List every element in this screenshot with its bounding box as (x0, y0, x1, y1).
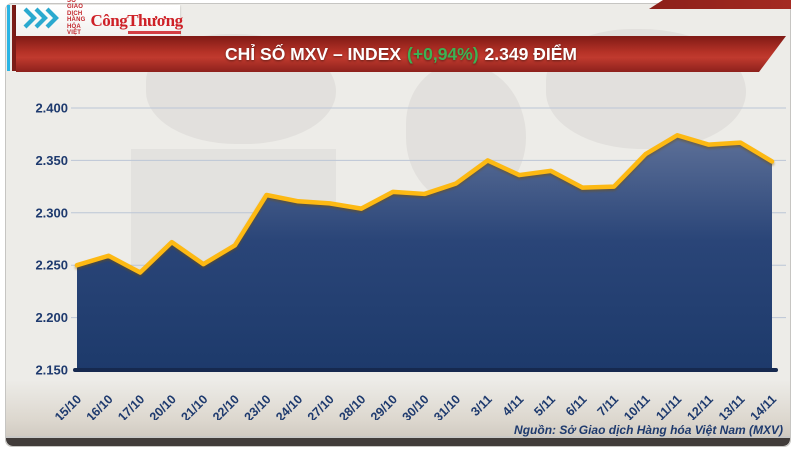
index-area-chart: 2.400 2.350 2.300 2.250 2.200 2.150 15/10 16/10… (35, 101, 786, 420)
x-tick-label: 17/10 (115, 392, 147, 420)
x-tick-label: 28/10 (336, 392, 368, 420)
x-tick-label: 29/10 (368, 392, 400, 420)
x-tick-label: 23/10 (242, 392, 274, 420)
x-tick-label: 10/11 (621, 392, 653, 420)
x-tick-label: 22/10 (210, 392, 242, 420)
x-tick-label: 20/10 (147, 392, 179, 420)
chart-value: 2.349 ĐIỂM (484, 43, 577, 64)
x-tick-label: 6/11 (563, 392, 590, 419)
x-tick-label: 13/11 (716, 392, 748, 420)
x-tick-label: 11/11 (653, 392, 684, 420)
x-tick-label: 5/11 (531, 392, 558, 419)
congthuong-logo: CôngThương (90, 10, 183, 34)
top-right-red-strip (649, 0, 791, 9)
y-tick-label: 2.200 (35, 310, 68, 325)
series (74, 132, 775, 370)
y-tick-label: 2.250 (35, 258, 68, 273)
exchange-name-line2: HÀNG HÓA (67, 17, 86, 30)
mxv-chevrons-icon (22, 6, 62, 35)
x-tick-label: 21/10 (178, 392, 210, 420)
chart-title: CHỈ SỐ MXV – INDEX (225, 43, 402, 64)
x-tick-label: 30/10 (400, 392, 432, 420)
source-credit: Nguồn: Sở Giao dịch Hàng hóa Việt Nam (M… (514, 423, 783, 437)
left-accent-maroon (12, 5, 16, 71)
title-banner: CHỈ SỐ MXV – INDEX (+0,94%) 2.349 ĐIỂM (16, 36, 786, 72)
index-area-fill (77, 135, 772, 370)
logo-box: SỞ GIAO DỊCH HÀNG HÓA VIỆT NAM CôngThươn… (16, 0, 183, 43)
y-tick-label: 2.150 (35, 363, 68, 378)
x-tick-label: 24/10 (273, 392, 305, 420)
x-tick-label: 4/11 (500, 392, 527, 419)
x-tick-label: 31/10 (431, 392, 463, 420)
x-tick-label: 7/11 (595, 392, 622, 419)
x-tick-label: 15/10 (52, 392, 84, 420)
y-tick-label: 2.300 (35, 205, 68, 220)
exchange-name-line1: SỞ GIAO DỊCH (67, 0, 84, 17)
bottom-divider (6, 436, 790, 438)
chart-change-percent: (+0,94%) (407, 43, 479, 64)
index-line (74, 132, 775, 275)
x-tick-label: 27/10 (305, 392, 337, 420)
bottom-frame-bar (6, 438, 790, 446)
x-tick-label: 12/11 (684, 392, 716, 420)
x-tick-label: 16/10 (84, 392, 116, 420)
left-accent-cyan (7, 5, 10, 71)
y-tick-label: 2.400 (35, 101, 68, 116)
y-tick-label: 2.350 (35, 153, 68, 168)
x-tick-label: 14/11 (748, 392, 780, 420)
x-tick-label: 3/11 (468, 392, 495, 419)
